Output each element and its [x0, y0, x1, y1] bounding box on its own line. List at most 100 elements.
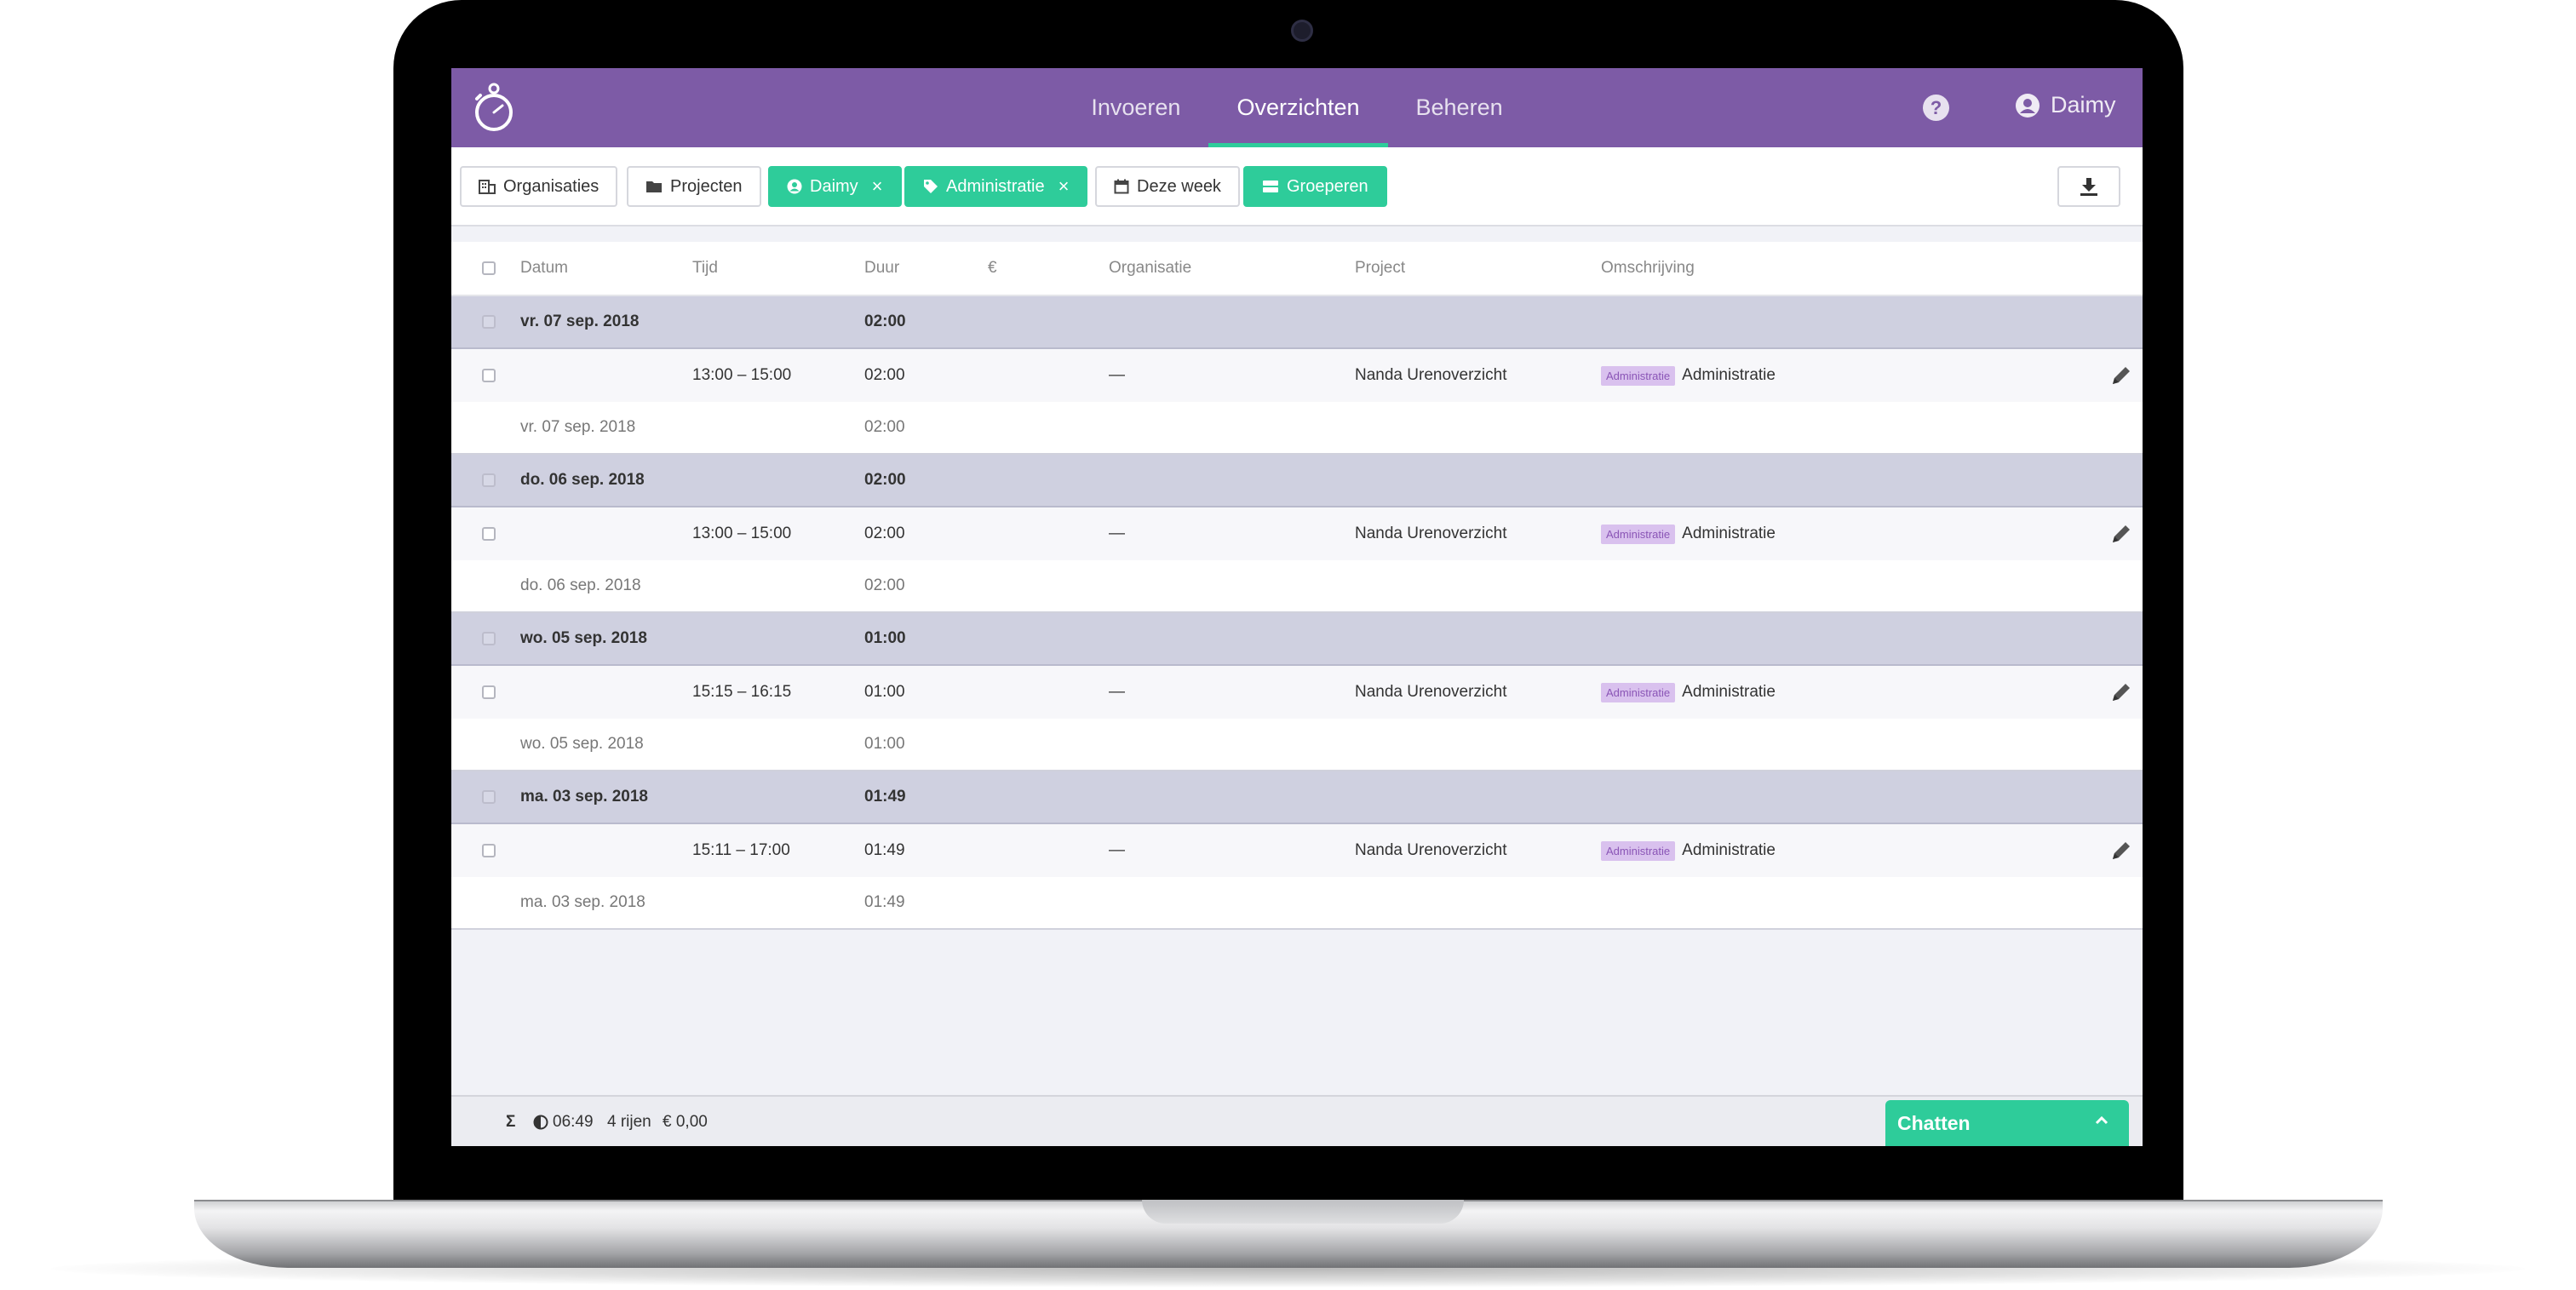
col-duur[interactable]: Duur — [864, 259, 900, 277]
building-icon — [479, 179, 496, 194]
summary-date: do. 06 sep. 2018 — [520, 576, 641, 594]
table-row[interactable]: 15:15 – 16:15 01:00 — Nanda Urenoverzicht Ad… — [451, 666, 2143, 719]
period-label: Deze week — [1137, 176, 1221, 196]
group-row[interactable]: wo. 05 sep. 2018 01:00 — [451, 613, 2143, 666]
group-button[interactable]: Groeperen — [1243, 166, 1387, 207]
group-row[interactable]: ma. 03 sep. 2018 01:49 — [451, 771, 2143, 824]
row-checkbox[interactable] — [482, 527, 496, 541]
organisaties-filter-button[interactable]: Organisaties — [460, 166, 618, 207]
summary-total: 01:00 — [864, 735, 905, 753]
entry-project: Nanda Urenoverzicht — [1355, 841, 1507, 859]
row-checkbox[interactable] — [482, 473, 496, 487]
entry-time: 13:00 – 15:00 — [692, 525, 792, 542]
entry-description: Administratie — [1682, 525, 1776, 542]
group-date: wo. 05 sep. 2018 — [520, 629, 647, 647]
entry-organisatie: — — [1109, 366, 1125, 384]
edit-pencil-icon[interactable] — [2108, 521, 2134, 547]
group-date: vr. 07 sep. 2018 — [520, 312, 640, 330]
tag-icon — [923, 179, 938, 194]
edit-pencil-icon[interactable] — [2108, 363, 2134, 388]
app-screen: Invoeren Overzichten Beheren ? Daimy Org… — [451, 68, 2143, 1146]
remove-tag-filter-icon[interactable]: × — [1058, 175, 1070, 197]
entry-description: Administratie — [1682, 841, 1776, 859]
select-all-checkbox[interactable] — [482, 261, 496, 275]
entry-description: Administratie — [1682, 683, 1776, 701]
help-icon[interactable]: ? — [1923, 95, 1949, 121]
group-summary-row: wo. 05 sep. 2018 01:00 — [451, 719, 2143, 771]
entry-description-cell: Administratie Administratie — [1601, 666, 1776, 719]
entry-duration: 01:00 — [864, 683, 905, 701]
group-total: 02:00 — [864, 471, 906, 489]
organisaties-label: Organisaties — [503, 176, 600, 196]
entry-duration: 01:49 — [864, 841, 905, 859]
entry-time: 15:15 – 16:15 — [692, 683, 792, 701]
entry-description: Administratie — [1682, 366, 1776, 384]
user-filter-label: Daimy — [810, 176, 858, 196]
total-time-value: 06:49 — [553, 1113, 594, 1131]
clock-half-icon — [533, 1115, 548, 1130]
user-menu[interactable]: Daimy — [2015, 92, 2116, 118]
tab-invoeren[interactable]: Invoeren — [1091, 95, 1181, 120]
group-row[interactable]: vr. 07 sep. 2018 02:00 — [451, 296, 2143, 349]
entry-time: 15:11 – 17:00 — [692, 841, 790, 859]
row-checkbox[interactable] — [482, 685, 496, 699]
entry-description-cell: Administratie Administratie — [1601, 349, 1776, 402]
laptop-camera — [1291, 20, 1313, 42]
edit-pencil-icon[interactable] — [2108, 679, 2134, 705]
group-summary-row: do. 06 sep. 2018 02:00 — [451, 560, 2143, 613]
entry-organisatie: — — [1109, 525, 1125, 542]
stopwatch-logo-icon[interactable] — [468, 80, 519, 136]
edit-pencil-icon[interactable] — [2108, 838, 2134, 863]
total-amount: € 0,00 — [663, 1113, 708, 1131]
user-circle-icon — [2016, 93, 2040, 118]
col-datum[interactable]: Datum — [520, 259, 568, 277]
col-organisatie[interactable]: Organisatie — [1109, 259, 1192, 277]
tag-filter-label: Administratie — [946, 176, 1045, 196]
download-button[interactable] — [2057, 166, 2120, 207]
table-row[interactable]: 15:11 – 17:00 01:49 — Nanda Urenoverzicht Ad… — [451, 824, 2143, 877]
totals-footer: Σ 06:49 4 rijen € 0,00 — [451, 1095, 2143, 1146]
col-tijd[interactable]: Tijd — [692, 259, 718, 277]
summary-total: 02:00 — [864, 418, 905, 436]
user-filter-chip[interactable]: Daimy × — [768, 166, 902, 207]
col-project[interactable]: Project — [1355, 259, 1406, 277]
entry-duration: 02:00 — [864, 525, 905, 542]
group-row[interactable]: do. 06 sep. 2018 02:00 — [451, 455, 2143, 507]
entry-project: Nanda Urenoverzicht — [1355, 366, 1507, 384]
table-row[interactable]: 13:00 – 15:00 02:00 — Nanda Urenoverzicht Ad… — [451, 507, 2143, 560]
calendar-icon — [1114, 179, 1129, 194]
summary-date: ma. 03 sep. 2018 — [520, 893, 645, 911]
entry-time: 13:00 – 15:00 — [692, 366, 792, 384]
filter-toolbar: Organisaties Projecten Daimy × Administr… — [451, 147, 2143, 226]
entry-organisatie: — — [1109, 683, 1125, 701]
table-row[interactable]: 13:00 – 15:00 02:00 — Nanda Urenoverzicht Ad… — [451, 349, 2143, 402]
tag-filter-chip[interactable]: Administratie × — [904, 166, 1088, 207]
remove-user-filter-icon[interactable]: × — [871, 175, 883, 197]
tag-badge: Administratie — [1601, 682, 1676, 702]
download-icon — [2080, 178, 2097, 196]
chat-widget-button[interactable]: Chatten — [1885, 1100, 2129, 1146]
tag-badge: Administratie — [1601, 365, 1676, 386]
row-checkbox[interactable] — [482, 844, 496, 857]
summary-date: vr. 07 sep. 2018 — [520, 418, 636, 436]
row-checkbox[interactable] — [482, 790, 496, 804]
main-nav: Invoeren Overzichten Beheren — [451, 68, 2143, 147]
folder-icon — [645, 180, 663, 193]
row-checkbox[interactable] — [482, 315, 496, 329]
tab-overzichten[interactable]: Overzichten — [1208, 68, 1388, 147]
group-date: ma. 03 sep. 2018 — [520, 788, 648, 806]
entry-description-cell: Administratie Administratie — [1601, 824, 1776, 877]
col-omschrijving[interactable]: Omschrijving — [1601, 259, 1695, 277]
projecten-label: Projecten — [670, 176, 743, 196]
group-summary-row: vr. 07 sep. 2018 02:00 — [451, 402, 2143, 455]
table-header-row: Datum Tijd Duur € Organisatie Project Om… — [451, 242, 2143, 296]
group-label: Groeperen — [1287, 176, 1368, 196]
col-euro[interactable]: € — [988, 259, 997, 277]
tab-beheren[interactable]: Beheren — [1415, 95, 1503, 120]
row-checkbox[interactable] — [482, 369, 496, 382]
group-total: 01:00 — [864, 629, 906, 647]
row-checkbox[interactable] — [482, 632, 496, 645]
period-filter-button[interactable]: Deze week — [1095, 166, 1240, 207]
projecten-filter-button[interactable]: Projecten — [627, 166, 761, 207]
tag-badge: Administratie — [1601, 840, 1676, 861]
